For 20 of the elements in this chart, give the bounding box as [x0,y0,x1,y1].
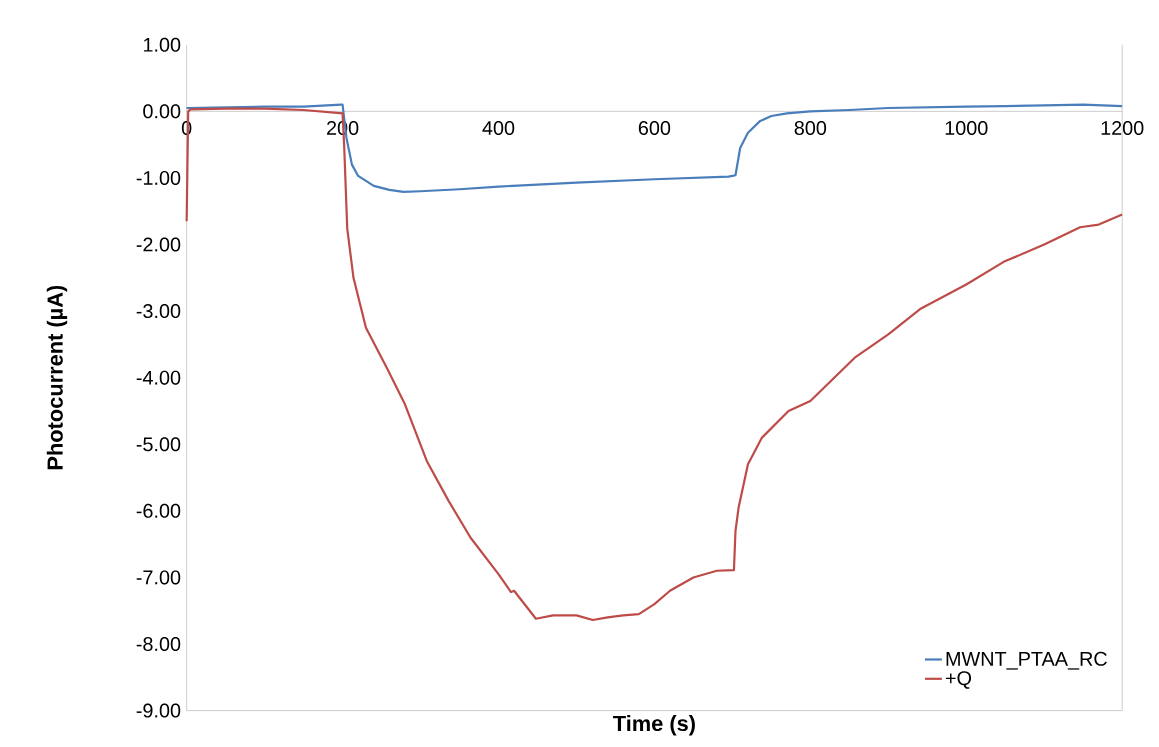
y-tick-label: -5.00 [136,437,181,452]
y-tick-label: -7.00 [136,570,181,585]
x-tick-label: 600 [638,120,671,135]
y-tick-label: -3.00 [136,303,181,318]
x-axis-title: Time (s) [613,714,695,736]
y-axis-title: Photocurrent (µA) [46,285,68,469]
legend-label: MWNT_PTAA_RC [946,651,1107,670]
y-tick-label: -1.00 [136,170,181,185]
y-tick-label: -8.00 [136,636,181,651]
x-tick-label: 800 [794,120,827,135]
y-tick-label: -9.00 [136,703,181,718]
x-tick-label: 1000 [945,120,988,135]
legend-label: +Q [945,670,972,689]
y-tick-label: -4.00 [136,370,181,385]
y-tick-label: -2.00 [136,237,181,252]
x-tick-label: 400 [482,120,515,135]
x-tick-label: 1200 [1101,120,1144,135]
y-tick-label: 1.00 [143,37,181,52]
y-tick-label: -6.00 [136,503,181,518]
y-tick-label: 0.00 [143,104,181,119]
